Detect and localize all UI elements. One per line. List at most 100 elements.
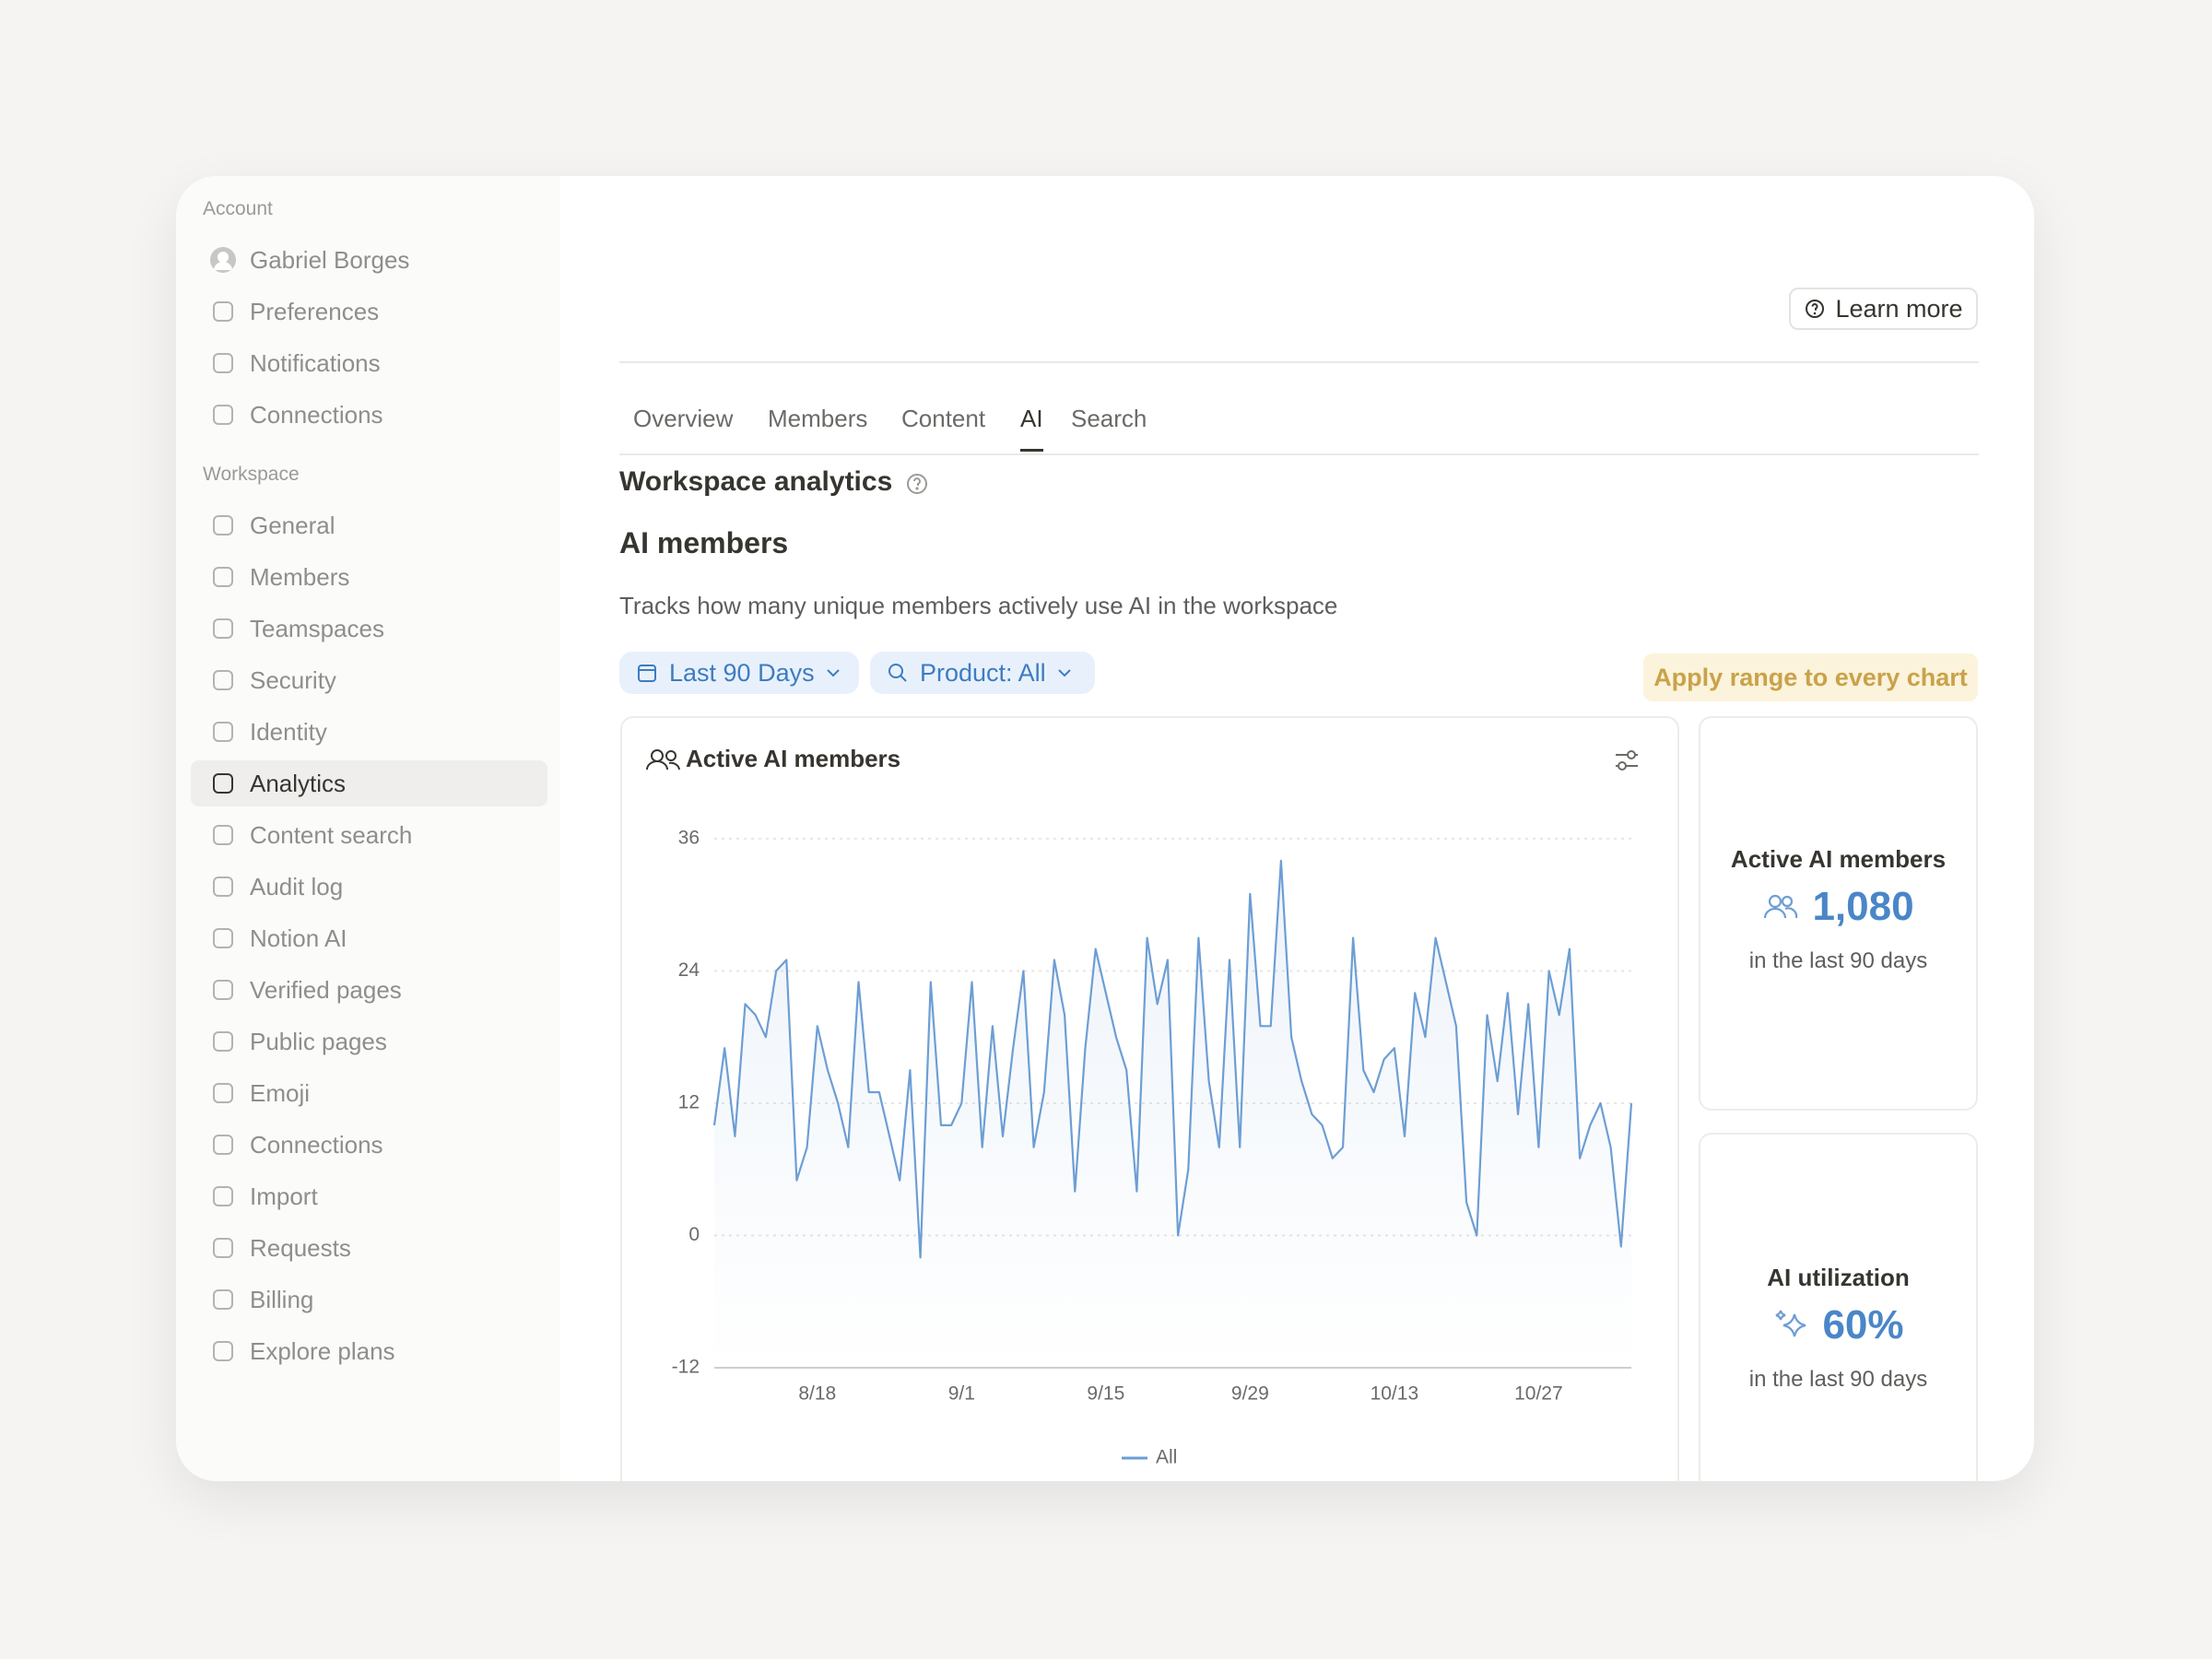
divider (619, 361, 1979, 363)
help-icon[interactable] (905, 472, 929, 496)
section-label: Account (203, 198, 273, 219)
sidebar-item[interactable]: Billing (191, 1277, 547, 1323)
item-icon (213, 1289, 233, 1310)
item-icon (213, 1341, 233, 1361)
y-tick-label: 24 (678, 959, 700, 981)
item-label: Verified pages (250, 976, 402, 1004)
item-label: Preferences (250, 298, 380, 325)
item-label: Members (250, 563, 350, 591)
stat-label: AI utilization (1767, 1264, 1910, 1291)
sidebar-item[interactable]: Gabriel Borges (191, 237, 547, 283)
y-tick-label: 36 (678, 828, 700, 849)
tab-divider (619, 453, 1979, 455)
stat-card: AI utilization 60% in the last 90 days (1699, 1133, 1978, 1481)
line (712, 859, 1633, 1259)
tab[interactable]: Content (901, 405, 986, 432)
item-label: Public pages (250, 1028, 387, 1055)
sidebar-item[interactable]: Security (191, 657, 547, 703)
chart: Active AI members -12 0 12 24 36 8/18 9/1 9/15 9… (646, 745, 1638, 1468)
sidebar-item[interactable]: Public pages (191, 1018, 547, 1065)
filter-pill[interactable]: Product: All (870, 652, 1095, 694)
sidebar-item[interactable]: Import (191, 1173, 547, 1219)
item-icon (213, 773, 233, 794)
help-icon (1806, 300, 1825, 318)
x-tick-label: 9/15 (1087, 1383, 1124, 1405)
item-label: Connections (250, 401, 383, 429)
sidebar: Account Gabriel Borges Preferences Notifica… (176, 176, 560, 1481)
sidebar-item[interactable]: Preferences (191, 288, 547, 335)
x-tick-label: 8/18 (798, 1383, 836, 1405)
item-icon (213, 618, 233, 639)
tab[interactable]: Search (1071, 405, 1147, 432)
chart-title: Active AI members (686, 745, 900, 772)
section-label: Workspace (203, 464, 300, 485)
section-title: AI members (619, 526, 789, 559)
chevron (1057, 669, 1071, 677)
tab-underline (1020, 449, 1043, 452)
sidebar-item[interactable]: Content search (191, 812, 547, 858)
item-icon (213, 405, 233, 425)
sidebar-item[interactable]: Notion AI (191, 915, 547, 961)
stat-value: 60% (1822, 1302, 1904, 1347)
apply-range-button[interactable]: Apply range to every chart (1643, 653, 1978, 701)
sidebar-item[interactable]: Audit log (191, 864, 547, 910)
item-icon (213, 301, 233, 322)
item-icon (213, 1186, 233, 1206)
learn-more-button[interactable]: Learn more (1789, 288, 1978, 330)
item-icon (213, 1083, 233, 1103)
filter-icon (638, 665, 656, 682)
sidebar-item[interactable]: Connections (191, 1122, 547, 1168)
settings-icon[interactable] (1616, 750, 1638, 771)
stat-icon (1764, 894, 1798, 919)
item-icon (213, 928, 233, 948)
sidebar-item[interactable]: Identity (191, 709, 547, 755)
item-label: Notifications (250, 349, 381, 377)
item-label: General (250, 512, 335, 539)
sidebar-item[interactable]: Verified pages (191, 967, 547, 1013)
item-label: Audit log (250, 873, 344, 900)
chevron (826, 669, 840, 677)
x-tick-label: 9/1 (948, 1383, 975, 1405)
tab[interactable]: Overview (633, 405, 734, 432)
stat-caption: in the last 90 days (1748, 948, 1928, 973)
item-icon (213, 825, 233, 845)
filter-icon (888, 664, 907, 682)
item-label: Emoji (250, 1079, 311, 1107)
members-icon (646, 749, 680, 771)
item-icon (213, 722, 233, 742)
sidebar-item[interactable]: Emoji (191, 1070, 547, 1116)
filter-pill[interactable]: Last 90 Days (619, 652, 859, 694)
sidebar-item[interactable]: Notifications (191, 340, 547, 386)
section-description: Tracks how many unique members actively … (619, 592, 1338, 619)
item-icon (213, 353, 233, 373)
stat-value: 1,080 (1812, 884, 1914, 929)
item-icon (213, 670, 233, 690)
filter-label: Last 90 Days (669, 658, 815, 687)
item-label: Identity (250, 718, 327, 746)
item-icon (213, 1135, 233, 1155)
item-label: Teamspaces (250, 615, 384, 642)
item-icon (213, 567, 233, 587)
item-label: Security (250, 666, 336, 694)
item-label: Content search (250, 821, 413, 849)
sidebar-item[interactable]: General (191, 502, 547, 548)
sidebar-item[interactable]: Requests (191, 1225, 547, 1271)
sidebar-item[interactable]: Explore plans (191, 1328, 547, 1374)
y-tick-label: -12 (672, 1357, 700, 1378)
item-label: Import (250, 1182, 318, 1210)
stat-value-row: 60% (1700, 1302, 1976, 1348)
stat-caption: in the last 90 days (1748, 1367, 1928, 1392)
item-icon (213, 877, 233, 897)
sidebar-item[interactable]: Connections (191, 392, 547, 438)
item-label: Billing (250, 1286, 314, 1313)
button-label: Learn more (1835, 294, 1963, 323)
y-tick-label: 12 (678, 1092, 700, 1113)
sidebar-item[interactable]: Analytics (191, 760, 547, 806)
x-tick-label: 10/27 (1514, 1383, 1563, 1405)
sidebar-item[interactable]: Members (191, 554, 547, 600)
tab[interactable]: Members (768, 405, 868, 432)
tab[interactable]: AI (1020, 405, 1043, 452)
x-tick-label: 10/13 (1371, 1383, 1419, 1405)
sidebar-item[interactable]: Teamspaces (191, 606, 547, 652)
